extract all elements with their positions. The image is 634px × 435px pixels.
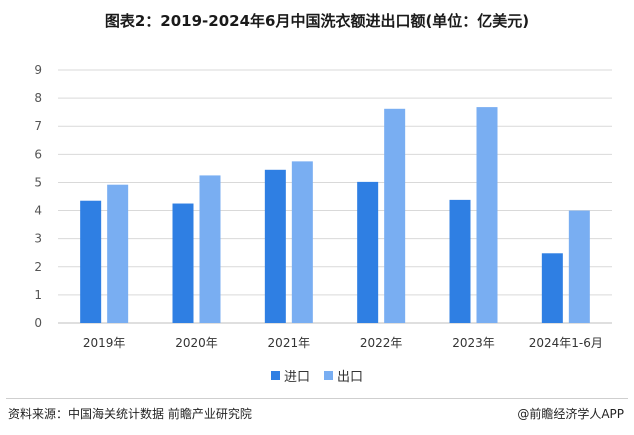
legend-label-export: 出口 xyxy=(337,370,364,385)
y-tick-label: 6 xyxy=(34,147,42,161)
x-tick-label: 2022年 xyxy=(360,336,403,350)
y-tick-label: 5 xyxy=(34,175,42,189)
y-tick-label: 2 xyxy=(34,260,42,274)
bar-export xyxy=(568,210,590,323)
legend: 进口 出口 xyxy=(0,366,634,385)
legend-swatch-import xyxy=(270,371,280,380)
legend-item-import: 进口 xyxy=(270,366,310,385)
legend-label-import: 进口 xyxy=(283,370,310,385)
x-tick-label: 2020年 xyxy=(175,336,218,350)
y-tick-label: 9 xyxy=(34,63,42,77)
bar-import xyxy=(449,199,471,323)
bar-import xyxy=(80,200,102,323)
chart-title: 图表2：2019-2024年6月中国洗衣额进出口额(单位：亿美元) xyxy=(104,12,530,30)
bar-import xyxy=(172,203,194,323)
bar-export xyxy=(291,161,313,323)
y-tick-label: 1 xyxy=(34,288,42,302)
x-tick-label: 2024年1-6月 xyxy=(529,336,603,350)
y-tick-label: 4 xyxy=(34,204,42,218)
bar-export xyxy=(107,184,129,323)
x-tick-label: 2021年 xyxy=(268,336,311,350)
bar-import xyxy=(357,181,379,323)
bar-export xyxy=(384,108,406,323)
x-tick-label: 2019年 xyxy=(83,336,126,350)
legend-swatch-export xyxy=(324,371,333,380)
bar-export xyxy=(476,107,498,324)
x-tick-label: 2023年 xyxy=(452,336,495,350)
brand-credit: @前瞻经济学人APP xyxy=(517,407,624,421)
bar-import xyxy=(541,253,563,323)
y-tick-label: 3 xyxy=(34,232,42,246)
y-tick-label: 8 xyxy=(34,91,42,105)
footer-divider xyxy=(6,398,628,399)
source-note: 资料来源：中国海关统计数据 前瞻产业研究院 xyxy=(8,407,252,421)
legend-item-export: 出口 xyxy=(324,366,363,385)
bar-export xyxy=(199,175,221,323)
y-tick-label: 0 xyxy=(34,316,42,330)
bar-import xyxy=(264,169,286,323)
y-tick-label: 7 xyxy=(34,119,42,133)
